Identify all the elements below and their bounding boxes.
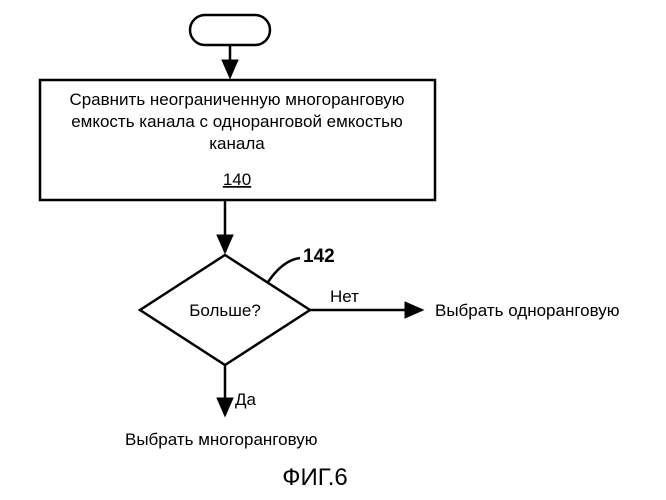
flowchart-diagram: Сравнить неограниченную многоранговую ем…	[0, 0, 666, 500]
decision-ref: 142	[303, 246, 335, 267]
figure-label: ФИГ.6	[282, 464, 348, 491]
right-result: Выбрать одноранговую	[435, 301, 620, 320]
decision-label: Больше?	[189, 301, 261, 320]
start-terminator	[190, 15, 270, 45]
ref142-leader	[268, 258, 300, 282]
process-line3: канала	[209, 134, 265, 153]
process-ref: 140	[223, 170, 251, 189]
process-line2: емкость канала с одноранговой емкостью	[71, 112, 403, 131]
yes-label: Да	[235, 390, 257, 409]
no-label: Нет	[330, 287, 359, 306]
down-result: Выбрать многоранговую	[125, 430, 318, 449]
process-line1: Сравнить неограниченную многоранговую	[69, 90, 404, 109]
